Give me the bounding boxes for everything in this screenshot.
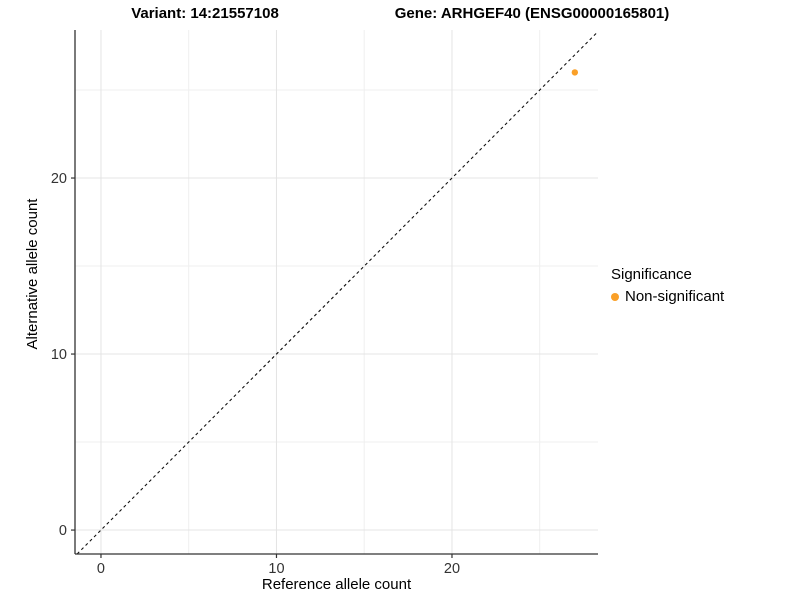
x-tick-label: 10 xyxy=(268,561,284,577)
x-axis-label: Reference allele count xyxy=(261,576,412,593)
y-tick-label: 20 xyxy=(51,171,67,187)
x-tick-label: 0 xyxy=(97,561,105,577)
data-point xyxy=(571,69,579,76)
y-tick-label: 10 xyxy=(51,347,67,363)
legend: Significance Non-significant xyxy=(611,266,724,305)
legend-title: Significance xyxy=(611,266,692,283)
plot-title-variant: Variant: 14:21557108 xyxy=(131,5,279,22)
y-axis-label: Alternative allele count xyxy=(24,198,41,350)
identity-line xyxy=(76,31,599,555)
y-tick-label: 0 xyxy=(59,523,67,539)
legend-point-icon xyxy=(611,292,619,301)
plot-title-gene: Gene: ARHGEF40 (ENSG00000165801) xyxy=(394,5,670,22)
legend-item-non-significant: Non-significant xyxy=(611,288,724,305)
x-tick-label: 20 xyxy=(444,561,460,577)
legend-item-label: Non-significant xyxy=(625,288,725,305)
plot-panel xyxy=(75,30,598,554)
